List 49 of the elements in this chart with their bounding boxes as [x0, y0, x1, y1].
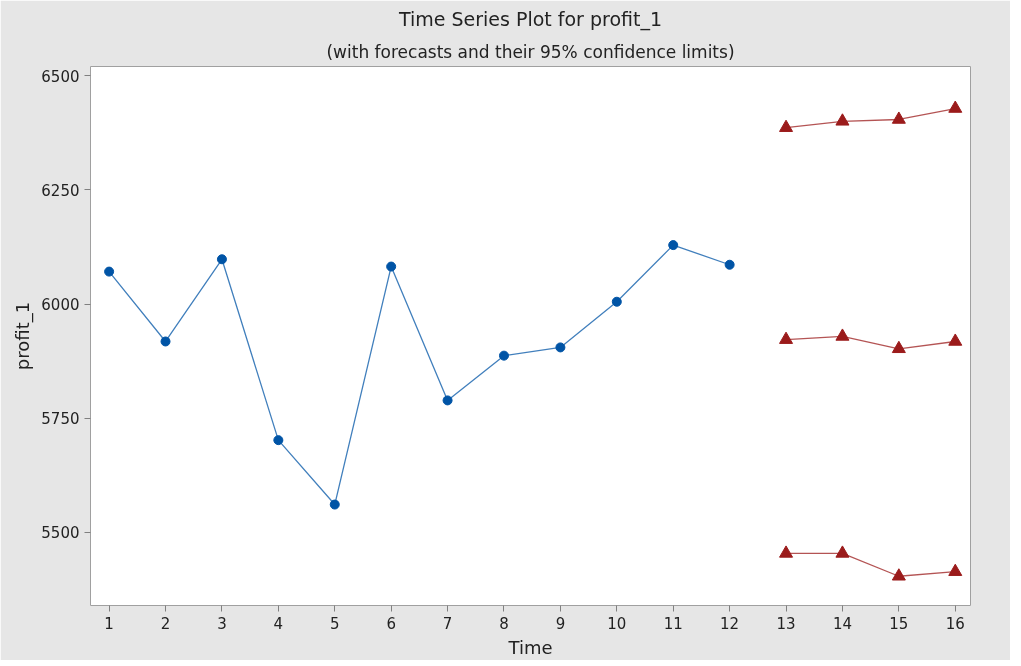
point: [835, 328, 850, 341]
point: [273, 435, 284, 446]
x-tick-label: 1: [104, 614, 114, 633]
point: [216, 254, 227, 265]
point: [329, 499, 340, 510]
chart-title: Time Series Plot for profit_1: [397, 7, 663, 31]
point: [948, 100, 963, 113]
x-tick-label: 4: [273, 614, 284, 633]
x-tick-label: 11: [663, 614, 683, 633]
x-tick-label: 16: [945, 614, 965, 633]
x-tick-label: 14: [832, 614, 852, 633]
y-tick-label: 6500: [41, 67, 80, 86]
x-tick-label: 3: [217, 614, 227, 633]
x-tick-label: 10: [607, 614, 627, 633]
point: [835, 113, 850, 126]
x-axis-title: Time: [507, 636, 553, 658]
point: [779, 331, 794, 344]
x-tick-label: 6: [386, 614, 396, 633]
point: [442, 395, 453, 406]
y-tick-label: 5500: [41, 524, 80, 543]
point: [779, 119, 794, 132]
point: [891, 340, 906, 354]
point: [891, 111, 906, 124]
point: [724, 259, 735, 270]
point: [104, 266, 115, 277]
y-tick-label: 6000: [41, 296, 80, 315]
x-tick-label: 15: [889, 614, 909, 633]
point: [555, 342, 566, 353]
chart-subtitle: (with forecasts and their 95% confidence limits): [326, 41, 735, 62]
x-tick-label: 2: [160, 614, 171, 633]
y-tick-label: 5750: [41, 410, 80, 429]
x-tick-label: 12: [720, 614, 740, 633]
point: [779, 545, 794, 558]
point: [948, 563, 963, 576]
point: [160, 336, 171, 347]
y-tick-label: 6250: [41, 181, 80, 200]
point: [835, 545, 850, 558]
x-tick-label: 9: [555, 614, 566, 633]
point: [611, 296, 622, 307]
point: [891, 568, 906, 581]
x-tick-label: 5: [329, 614, 340, 633]
y-axis-title: profit_1: [12, 301, 35, 371]
x-tick-label: 7: [442, 614, 453, 633]
point: [668, 240, 679, 251]
x-tick-label: 13: [776, 614, 796, 633]
point: [948, 333, 963, 346]
x-tick-label: 8: [499, 614, 509, 633]
point: [498, 350, 509, 361]
point: [386, 261, 397, 272]
